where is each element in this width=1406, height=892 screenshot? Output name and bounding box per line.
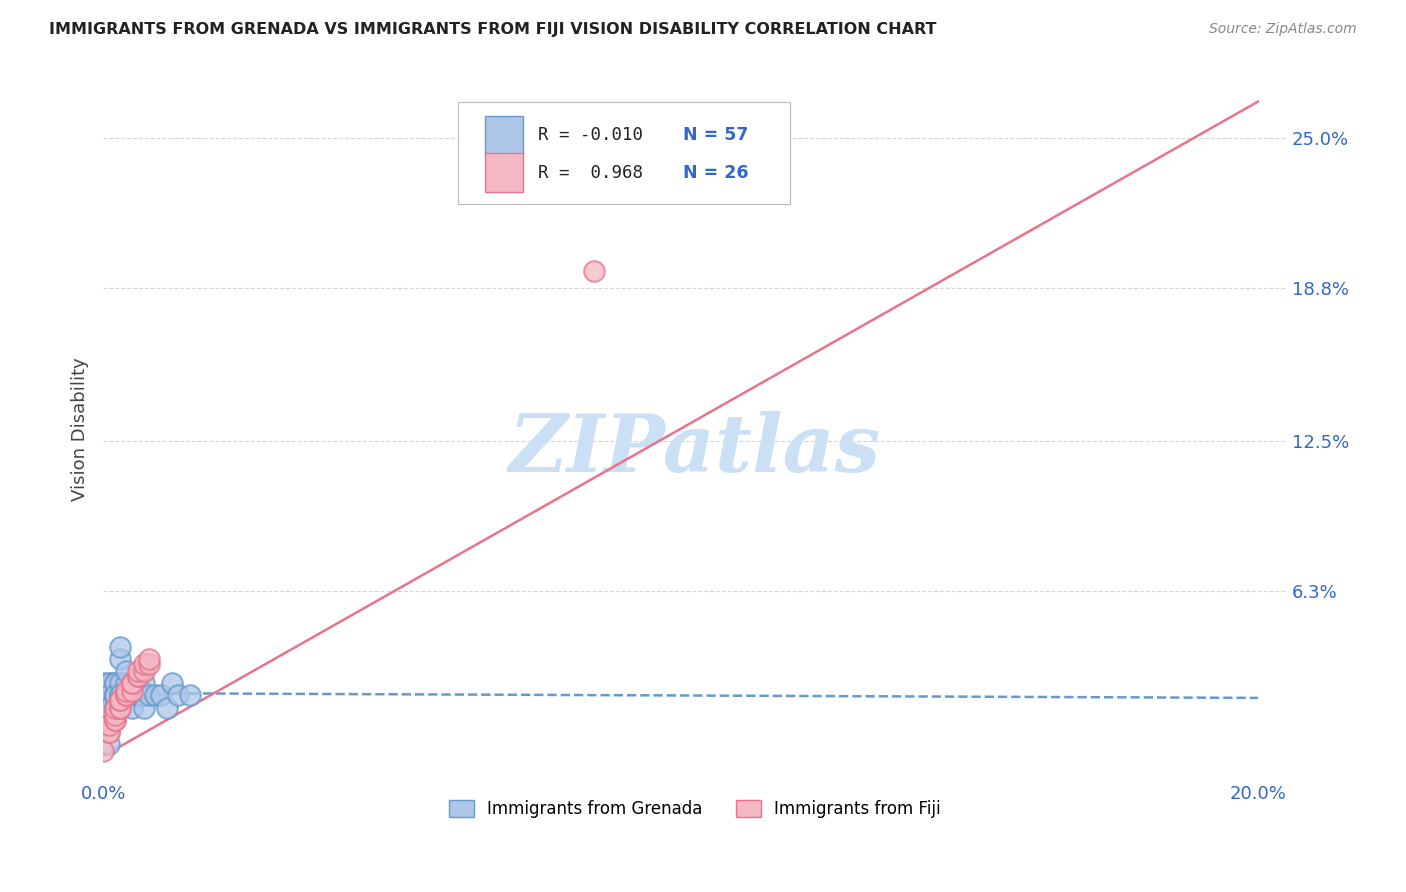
- Point: [115, 689, 138, 703]
- Point: [104, 689, 127, 703]
- Point: [115, 683, 138, 698]
- Point: [97, 676, 120, 690]
- Point: [115, 689, 138, 703]
- Point: [110, 689, 132, 703]
- Point: [97, 717, 120, 731]
- Text: N = 57: N = 57: [683, 127, 748, 145]
- Point: [97, 676, 120, 690]
- Point: [179, 689, 201, 703]
- Point: [104, 700, 127, 714]
- Point: [132, 665, 155, 679]
- Point: [97, 689, 120, 703]
- Point: [121, 683, 143, 698]
- Point: [110, 640, 132, 654]
- FancyBboxPatch shape: [485, 153, 523, 192]
- Point: [104, 689, 127, 703]
- Point: [167, 689, 190, 703]
- Point: [121, 676, 143, 690]
- Point: [115, 665, 138, 679]
- Point: [110, 693, 132, 707]
- Point: [121, 676, 143, 690]
- Text: IMMIGRANTS FROM GRENADA VS IMMIGRANTS FROM FIJI VISION DISABILITY CORRELATION CH: IMMIGRANTS FROM GRENADA VS IMMIGRANTS FR…: [49, 22, 936, 37]
- Point: [97, 724, 120, 739]
- Point: [582, 264, 605, 278]
- Point: [138, 652, 160, 666]
- Point: [138, 689, 160, 703]
- Point: [127, 665, 149, 679]
- Point: [97, 689, 120, 703]
- Point: [97, 689, 120, 703]
- Point: [110, 700, 132, 714]
- Point: [127, 669, 149, 683]
- Point: [132, 676, 155, 690]
- Point: [127, 676, 149, 690]
- Point: [97, 689, 120, 703]
- Point: [104, 707, 127, 722]
- Point: [91, 689, 114, 703]
- Point: [121, 700, 143, 714]
- Point: [132, 657, 155, 671]
- Point: [121, 676, 143, 690]
- Point: [110, 652, 132, 666]
- Point: [149, 689, 172, 703]
- Point: [97, 689, 120, 703]
- Point: [97, 700, 120, 714]
- Text: R =  0.968: R = 0.968: [537, 163, 643, 182]
- Point: [143, 689, 166, 703]
- Text: R = -0.010: R = -0.010: [537, 127, 643, 145]
- Point: [110, 693, 132, 707]
- FancyBboxPatch shape: [485, 116, 523, 154]
- Point: [91, 700, 114, 714]
- Text: Source: ZipAtlas.com: Source: ZipAtlas.com: [1209, 22, 1357, 37]
- Point: [132, 689, 155, 703]
- Point: [91, 713, 114, 727]
- Point: [97, 700, 120, 714]
- Point: [104, 676, 127, 690]
- Point: [104, 713, 127, 727]
- Point: [104, 713, 127, 727]
- Point: [162, 676, 184, 690]
- Point: [104, 689, 127, 703]
- Point: [156, 700, 179, 714]
- FancyBboxPatch shape: [458, 102, 790, 204]
- Point: [110, 700, 132, 714]
- Point: [121, 689, 143, 703]
- Point: [104, 700, 127, 714]
- Point: [110, 689, 132, 703]
- Point: [91, 676, 114, 690]
- Point: [115, 689, 138, 703]
- Point: [97, 689, 120, 703]
- Text: N = 26: N = 26: [683, 163, 748, 182]
- Point: [97, 724, 120, 739]
- Point: [104, 689, 127, 703]
- Point: [127, 689, 149, 703]
- Text: ZIPatlas: ZIPatlas: [509, 411, 882, 489]
- Y-axis label: Vision Disability: Vision Disability: [72, 357, 89, 500]
- Point: [115, 689, 138, 703]
- Point: [127, 689, 149, 703]
- Legend: Immigrants from Grenada, Immigrants from Fiji: Immigrants from Grenada, Immigrants from…: [443, 793, 948, 825]
- Point: [104, 689, 127, 703]
- Point: [91, 744, 114, 758]
- Point: [110, 700, 132, 714]
- Point: [121, 689, 143, 703]
- Point: [110, 676, 132, 690]
- Point: [97, 689, 120, 703]
- Point: [97, 737, 120, 751]
- Point: [97, 700, 120, 714]
- Point: [97, 689, 120, 703]
- Point: [127, 669, 149, 683]
- Point: [132, 700, 155, 714]
- Point: [138, 657, 160, 671]
- Point: [115, 676, 138, 690]
- Point: [104, 676, 127, 690]
- Point: [104, 689, 127, 703]
- Point: [91, 689, 114, 703]
- Point: [104, 700, 127, 714]
- Point: [104, 689, 127, 703]
